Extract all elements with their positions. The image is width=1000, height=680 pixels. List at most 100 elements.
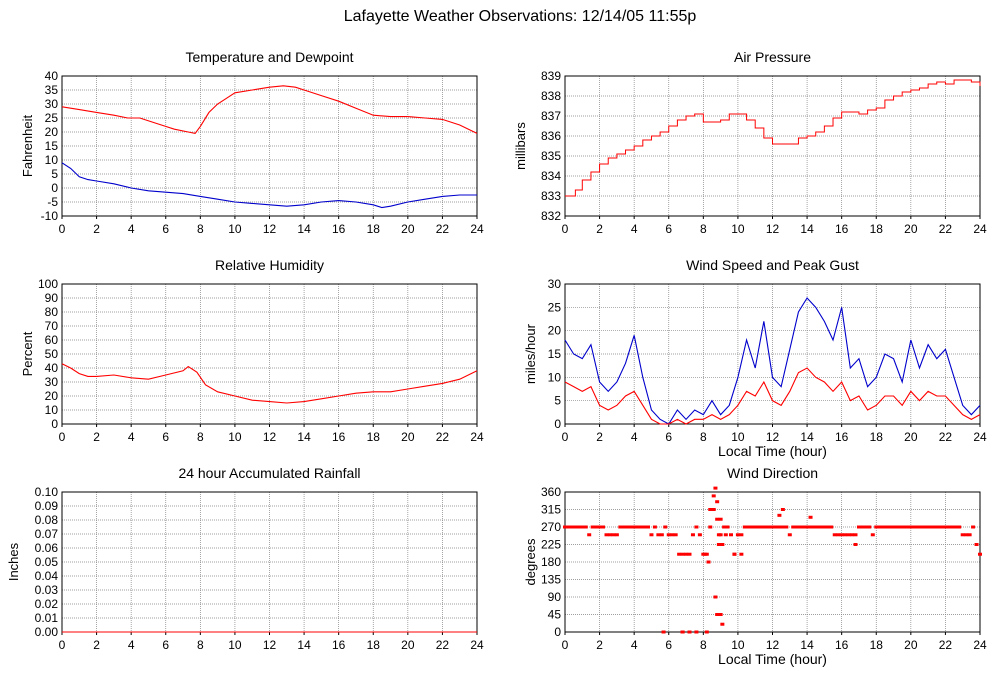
temp-ytick-label: 30 [45,97,59,111]
pressure-ytick-label: 833 [541,189,561,203]
wind-direction-point [832,533,837,537]
wind-direction-point [867,525,872,529]
wind-direction-point [729,533,733,537]
wind-direction-xtick-label: 20 [904,638,918,652]
wind-direction-point [583,525,588,529]
wind-speed-xtick-label: 24 [973,430,987,444]
wind-direction-point [964,533,969,537]
wind-direction-point [791,525,796,529]
wind-direction-point [722,525,727,529]
wind-direction-point [960,533,965,537]
temp-ytick-label: -5 [47,195,58,209]
wind-direction-point [687,630,692,634]
wind-direction-point [895,525,899,529]
rainfall-ytick-label: 0.02 [35,597,59,611]
pressure-xtick-label: 22 [939,222,953,236]
rainfall-xtick-label: 18 [367,638,381,652]
wind-direction-point [815,525,820,529]
wind-direction-point [926,525,931,529]
wind-direction-point [628,525,633,529]
pressure-xtick-label: 2 [596,222,603,236]
humidity-xtick-label: 0 [59,430,66,444]
wind-direction-point [694,525,699,529]
wind-direction-xtick-label: 0 [562,638,569,652]
wind-speed-ytick-label: 5 [554,394,561,408]
rainfall-xtick-label: 10 [228,638,242,652]
wind-speed-ytick-label: 20 [548,324,562,338]
wind-direction-point [618,525,623,529]
wind-direction-point [749,525,754,529]
humidity-ytick-label: 100 [38,277,58,291]
temp-ytick-label: 25 [45,111,59,125]
wind-direction-point [933,525,938,529]
wind-speed-xtick-label: 18 [870,430,884,444]
wind-speed-series-line [564,297,981,425]
wind-direction-point [825,525,830,529]
humidity-xtick-label: 16 [332,430,346,444]
temp-ytick-label: 40 [45,69,59,83]
wind-direction-point [856,525,861,529]
wind-direction-xtick-label: 24 [973,638,987,652]
pressure-xtick-label: 6 [665,222,672,236]
pressure-xtick-label: 12 [766,222,780,236]
wind-direction-point [566,525,571,529]
wind-direction-xtick-label: 4 [631,638,638,652]
wind-direction-point [713,595,718,599]
wind-direction-point [656,533,661,537]
wind-direction-point [798,525,803,529]
rainfall-ytick-label: 0.06 [35,541,59,555]
wind-direction-point [853,533,858,537]
wind-direction-point [723,533,728,537]
wind-direction-point [573,525,578,529]
humidity-ytick-label: 0 [51,417,58,431]
humidity-title: Relative Humidity [215,257,324,273]
rainfall-xtick-label: 12 [263,638,277,652]
wind-speed-xtick-label: 16 [835,430,849,444]
wind-direction-ytick-label: 135 [541,573,561,587]
humidity-xtick-label: 2 [93,430,100,444]
rainfall-ytick-label: 0.01 [35,611,59,625]
wind-direction-point [680,630,685,634]
wind-direction-point [694,630,699,634]
wind-direction-ytick-label: 45 [548,608,562,622]
temp-xtick-label: 20 [401,222,415,236]
pressure-xtick-label: 20 [904,222,918,236]
wind-direction-point [639,525,644,529]
rainfall-ytick-label: 0.00 [35,625,59,639]
temp-ytick-label: -10 [41,209,59,223]
wind-direction-point [950,525,955,529]
wind-speed-xtick-label: 0 [562,430,569,444]
temp-series-line [61,162,477,209]
temp-ytick-label: 10 [45,153,59,167]
rainfall-ytick-label: 0.03 [35,583,59,597]
temp-ytick-label: 35 [45,83,59,97]
wind-speed-ytick-label: 10 [548,370,562,384]
pressure-xtick-label: 14 [800,222,814,236]
wind-direction-point [611,533,616,537]
wind-direction-point [953,525,958,529]
temp-xtick-label: 4 [128,222,135,236]
wind-direction-point [829,525,834,529]
wind-direction-xtick-label: 18 [870,638,884,652]
humidity-ytick-label: 80 [45,305,59,319]
wind-speed-xtick-label: 12 [766,430,780,444]
wind-direction-point [732,552,737,556]
wind-speed-xtick-label: 6 [665,430,672,444]
temp-xtick-label: 8 [197,222,204,236]
wind-direction-point [808,525,813,529]
temp-ytick-label: 15 [45,139,59,153]
wind-direction-point [607,533,612,537]
rainfall-ytick-label: 0.08 [35,513,59,527]
temp-xtick-label: 10 [228,222,242,236]
wind-direction-point [808,515,813,519]
wind-direction-point [780,525,785,529]
wind-direction-point [713,486,718,490]
wind-direction-point [661,630,666,634]
rainfall-xtick-label: 24 [470,638,484,652]
wind-direction-point [739,533,744,537]
wind-speed-xtick-label: 2 [596,430,603,444]
wind-direction-point [590,525,595,529]
wind-direction-point [711,508,716,511]
wind-direction-point [770,525,775,529]
